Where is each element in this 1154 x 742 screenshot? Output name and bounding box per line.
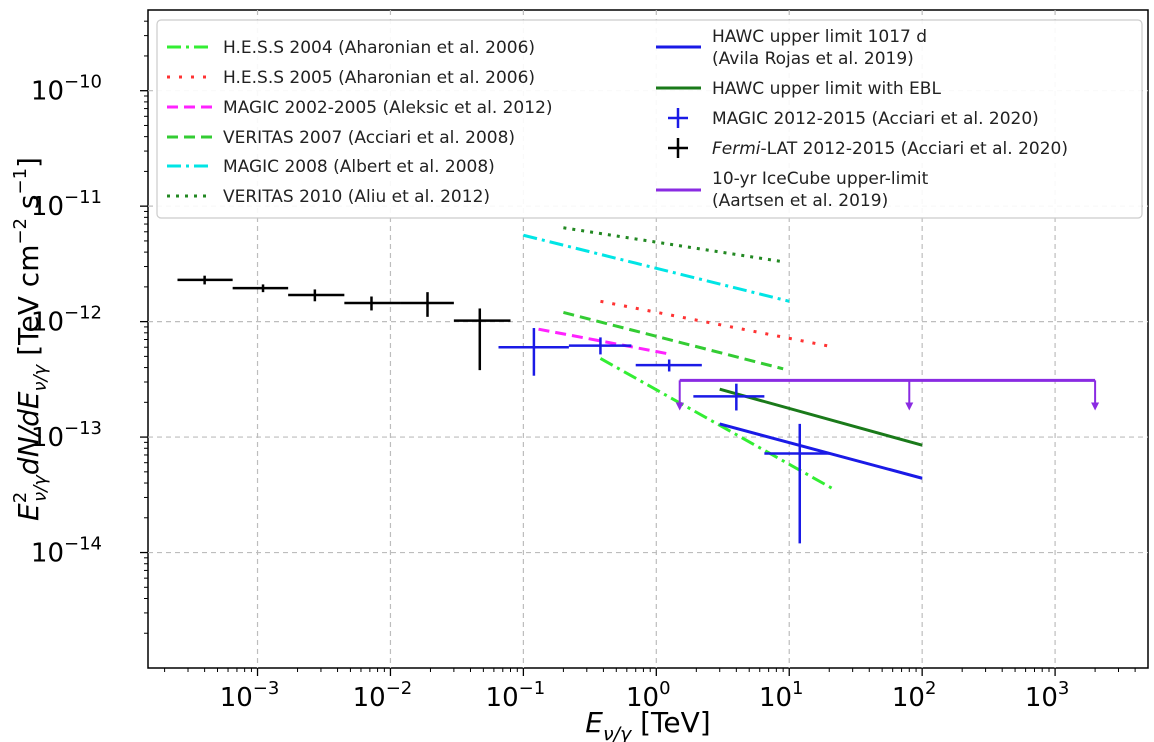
legend-label: MAGIC 2012-2015 (Acciari et al. 2020)	[712, 109, 1039, 129]
legend: H.E.S.S 2004 (Aharonian et al. 2006) H.E.…	[156, 19, 1143, 219]
legend-label: MAGIC 2002-2005 (Aleksic et al. 2012)	[223, 98, 553, 118]
y-axis-label: E2ν/γdN/dEν/γ [TeV cm−2 s−1]	[10, 157, 51, 521]
plot-frame	[147, 9, 1149, 669]
y-tick-label: 10−13	[31, 418, 102, 453]
series-line	[719, 422, 923, 480]
series-line	[538, 327, 672, 356]
series-line	[563, 311, 784, 371]
legend-label: (Aartsen et al. 2019)	[712, 191, 888, 211]
y-tick-label: 10−12	[31, 303, 102, 338]
legend-label: 10-yr IceCube upper-limit	[712, 169, 929, 189]
legend-label: H.E.S.S 2004 (Aharonian et al. 2006)	[223, 38, 535, 58]
series-line	[523, 233, 790, 303]
series	[177, 226, 1100, 544]
series-line	[719, 387, 923, 447]
x-tick-label: 102	[892, 678, 937, 713]
legend-box	[156, 19, 1143, 219]
x-tick-label: 100	[626, 678, 671, 713]
x-tick-label: 101	[759, 678, 804, 713]
legend-label: HAWC upper limit 1017 d	[712, 27, 927, 47]
legend-label: H.E.S.S 2005 (Aharonian et al. 2006)	[223, 68, 535, 88]
legend-label: Fermi-LAT 2012-2015 (Acciari et al. 2020…	[712, 139, 1068, 159]
legend-label: (Avila Rojas et al. 2019)	[712, 49, 914, 69]
icecube-limit-arrow-head	[1091, 402, 1100, 411]
legend-label: MAGIC 2008 (Albert et al. 2008)	[223, 157, 495, 177]
x-axis-label: Eν/γ [TeV]	[585, 706, 710, 742]
x-tick-label: 10−2	[353, 678, 413, 713]
x-tick-label: 10−3	[220, 678, 280, 713]
series-line	[600, 299, 836, 349]
icecube-limit-arrow-head	[905, 402, 914, 411]
legend-label: HAWC upper limit with EBL	[712, 79, 941, 99]
x-tick-label: 103	[1025, 678, 1070, 713]
y-tick-label: 10−11	[31, 187, 102, 222]
series-line	[563, 226, 784, 264]
legend-label: VERITAS 2007 (Acciari et al. 2008)	[223, 128, 515, 148]
series-line	[599, 357, 833, 490]
y-tick-label: 10−10	[31, 72, 102, 107]
legend-label: VERITAS 2010 (Aliu et al. 2012)	[223, 187, 490, 207]
icecube-limit-arrow-head	[675, 402, 684, 411]
y-tick-label: 10−14	[31, 534, 102, 569]
axes: 10−3 10−2 10−1 100 101 102 103 10−14 10−13 10−12 1…	[31, 20, 1136, 713]
x-tick-label: 10−1	[486, 678, 546, 713]
